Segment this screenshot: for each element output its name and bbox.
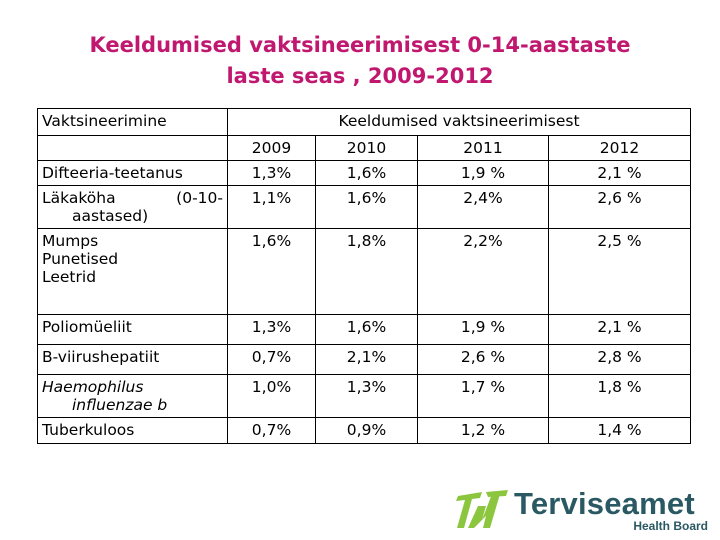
cell-2011: 1,2 % [417, 417, 549, 444]
page-title: Keeldumised vaktsineerimisest 0-14-aasta… [0, 30, 720, 92]
cell-2011: 2,4% [417, 185, 549, 229]
table-row: B-viirushepatiit 0,7% 2,1% 2,6 % 2,8 % [37, 344, 692, 375]
cell-2009: 1,6% [227, 228, 316, 315]
cell-2012: 2,1 % [547, 160, 692, 186]
row-label-line-2: influenzae b [72, 396, 168, 414]
cell-2010: 2,1% [315, 344, 418, 375]
cell-2010: 1,6% [315, 185, 418, 229]
row-label-line-1: Haemophilus [42, 378, 144, 396]
row-label-line-2: Punetised [42, 250, 119, 268]
header-empty-cell [37, 135, 228, 161]
header-refusals: Keeldumised vaktsineerimisest [226, 108, 692, 136]
row-label: Poliomüeliit [37, 314, 228, 345]
cell-2012: 2,6 % [547, 185, 692, 229]
header-year-2010: 2010 [315, 135, 418, 161]
header-year-2012: 2012 [547, 135, 692, 161]
table-row: Tuberkuloos 0,7% 0,9% 1,2 % 1,4 % [37, 417, 692, 444]
logo-subtitle: Health Board [633, 519, 708, 533]
cell-2010: 1,3% [315, 374, 418, 418]
cell-2009: 1,3% [227, 160, 316, 186]
cell-2012: 2,5 % [547, 228, 692, 315]
table-row: Poliomüeliit 1,3% 1,6% 1,9 % 2,1 % [37, 314, 692, 345]
terviseamet-logo: Terviseamet Health Board [452, 486, 714, 534]
row-label: Mumps Punetised Leetrid [37, 228, 228, 315]
vaccination-refusal-table: Vaktsineerimine Keeldumised vaktsineerim… [37, 108, 692, 444]
cell-2010: 0,9% [315, 417, 418, 444]
logo-name: Terviseamet [514, 486, 695, 521]
row-label-line-2: aastased) [72, 207, 149, 225]
row-label-line-1: Läkaköha [42, 189, 116, 207]
row-label: Tuberkuloos [37, 417, 228, 444]
cell-2009: 1,3% [227, 314, 316, 345]
row-label-line-1: Mumps [42, 232, 99, 250]
table-row: Difteeria-teetanus 1,3% 1,6% 1,9 % 2,1 % [37, 160, 692, 186]
table-header-row: Vaktsineerimine Keeldumised vaktsineerim… [37, 108, 692, 136]
row-label-age: (0-10- [176, 189, 223, 207]
header-year-2011: 2011 [417, 135, 549, 161]
cell-2010: 1,6% [315, 314, 418, 345]
cell-2010: 1,6% [315, 160, 418, 186]
title-line-2: laste seas , 2009-2012 [226, 64, 494, 88]
table-row: Haemophilus influenzae b 1,0% 1,3% 1,7 %… [37, 374, 692, 418]
row-label: Difteeria-teetanus [37, 160, 228, 186]
cell-2012: 2,1 % [547, 314, 692, 345]
cell-2012: 2,8 % [547, 344, 692, 375]
row-label: Haemophilus influenzae b [37, 374, 228, 418]
row-label-line-3: Leetrid [42, 268, 97, 286]
cell-2011: 1,9 % [417, 160, 549, 186]
cell-2012: 1,8 % [547, 374, 692, 418]
cell-2009: 1,1% [227, 185, 316, 229]
cell-2009: 0,7% [227, 344, 316, 375]
cell-2009: 0,7% [227, 417, 316, 444]
cell-2011: 2,2% [417, 228, 549, 315]
cell-2012: 1,4 % [547, 417, 692, 444]
table-row: Mumps Punetised Leetrid 1,6% 1,8% 2,2% 2… [37, 228, 692, 315]
table-year-row: 2009 2010 2011 2012 [37, 135, 692, 161]
title-line-1: Keeldumised vaktsineerimisest 0-14-aasta… [89, 33, 631, 57]
cell-2011: 1,7 % [417, 374, 549, 418]
row-label: B-viirushepatiit [37, 344, 228, 375]
logo-mark-icon [456, 490, 508, 528]
row-label: Läkaköha (0-10- aastased) [37, 185, 228, 229]
header-vaccination: Vaktsineerimine [37, 108, 228, 136]
cell-2010: 1,8% [315, 228, 418, 315]
cell-2011: 1,9 % [417, 314, 549, 345]
cell-2009: 1,0% [227, 374, 316, 418]
table-row: Läkaköha (0-10- aastased) 1,1% 1,6% 2,4%… [37, 185, 692, 229]
header-year-2009: 2009 [227, 135, 316, 161]
cell-2011: 2,6 % [417, 344, 549, 375]
